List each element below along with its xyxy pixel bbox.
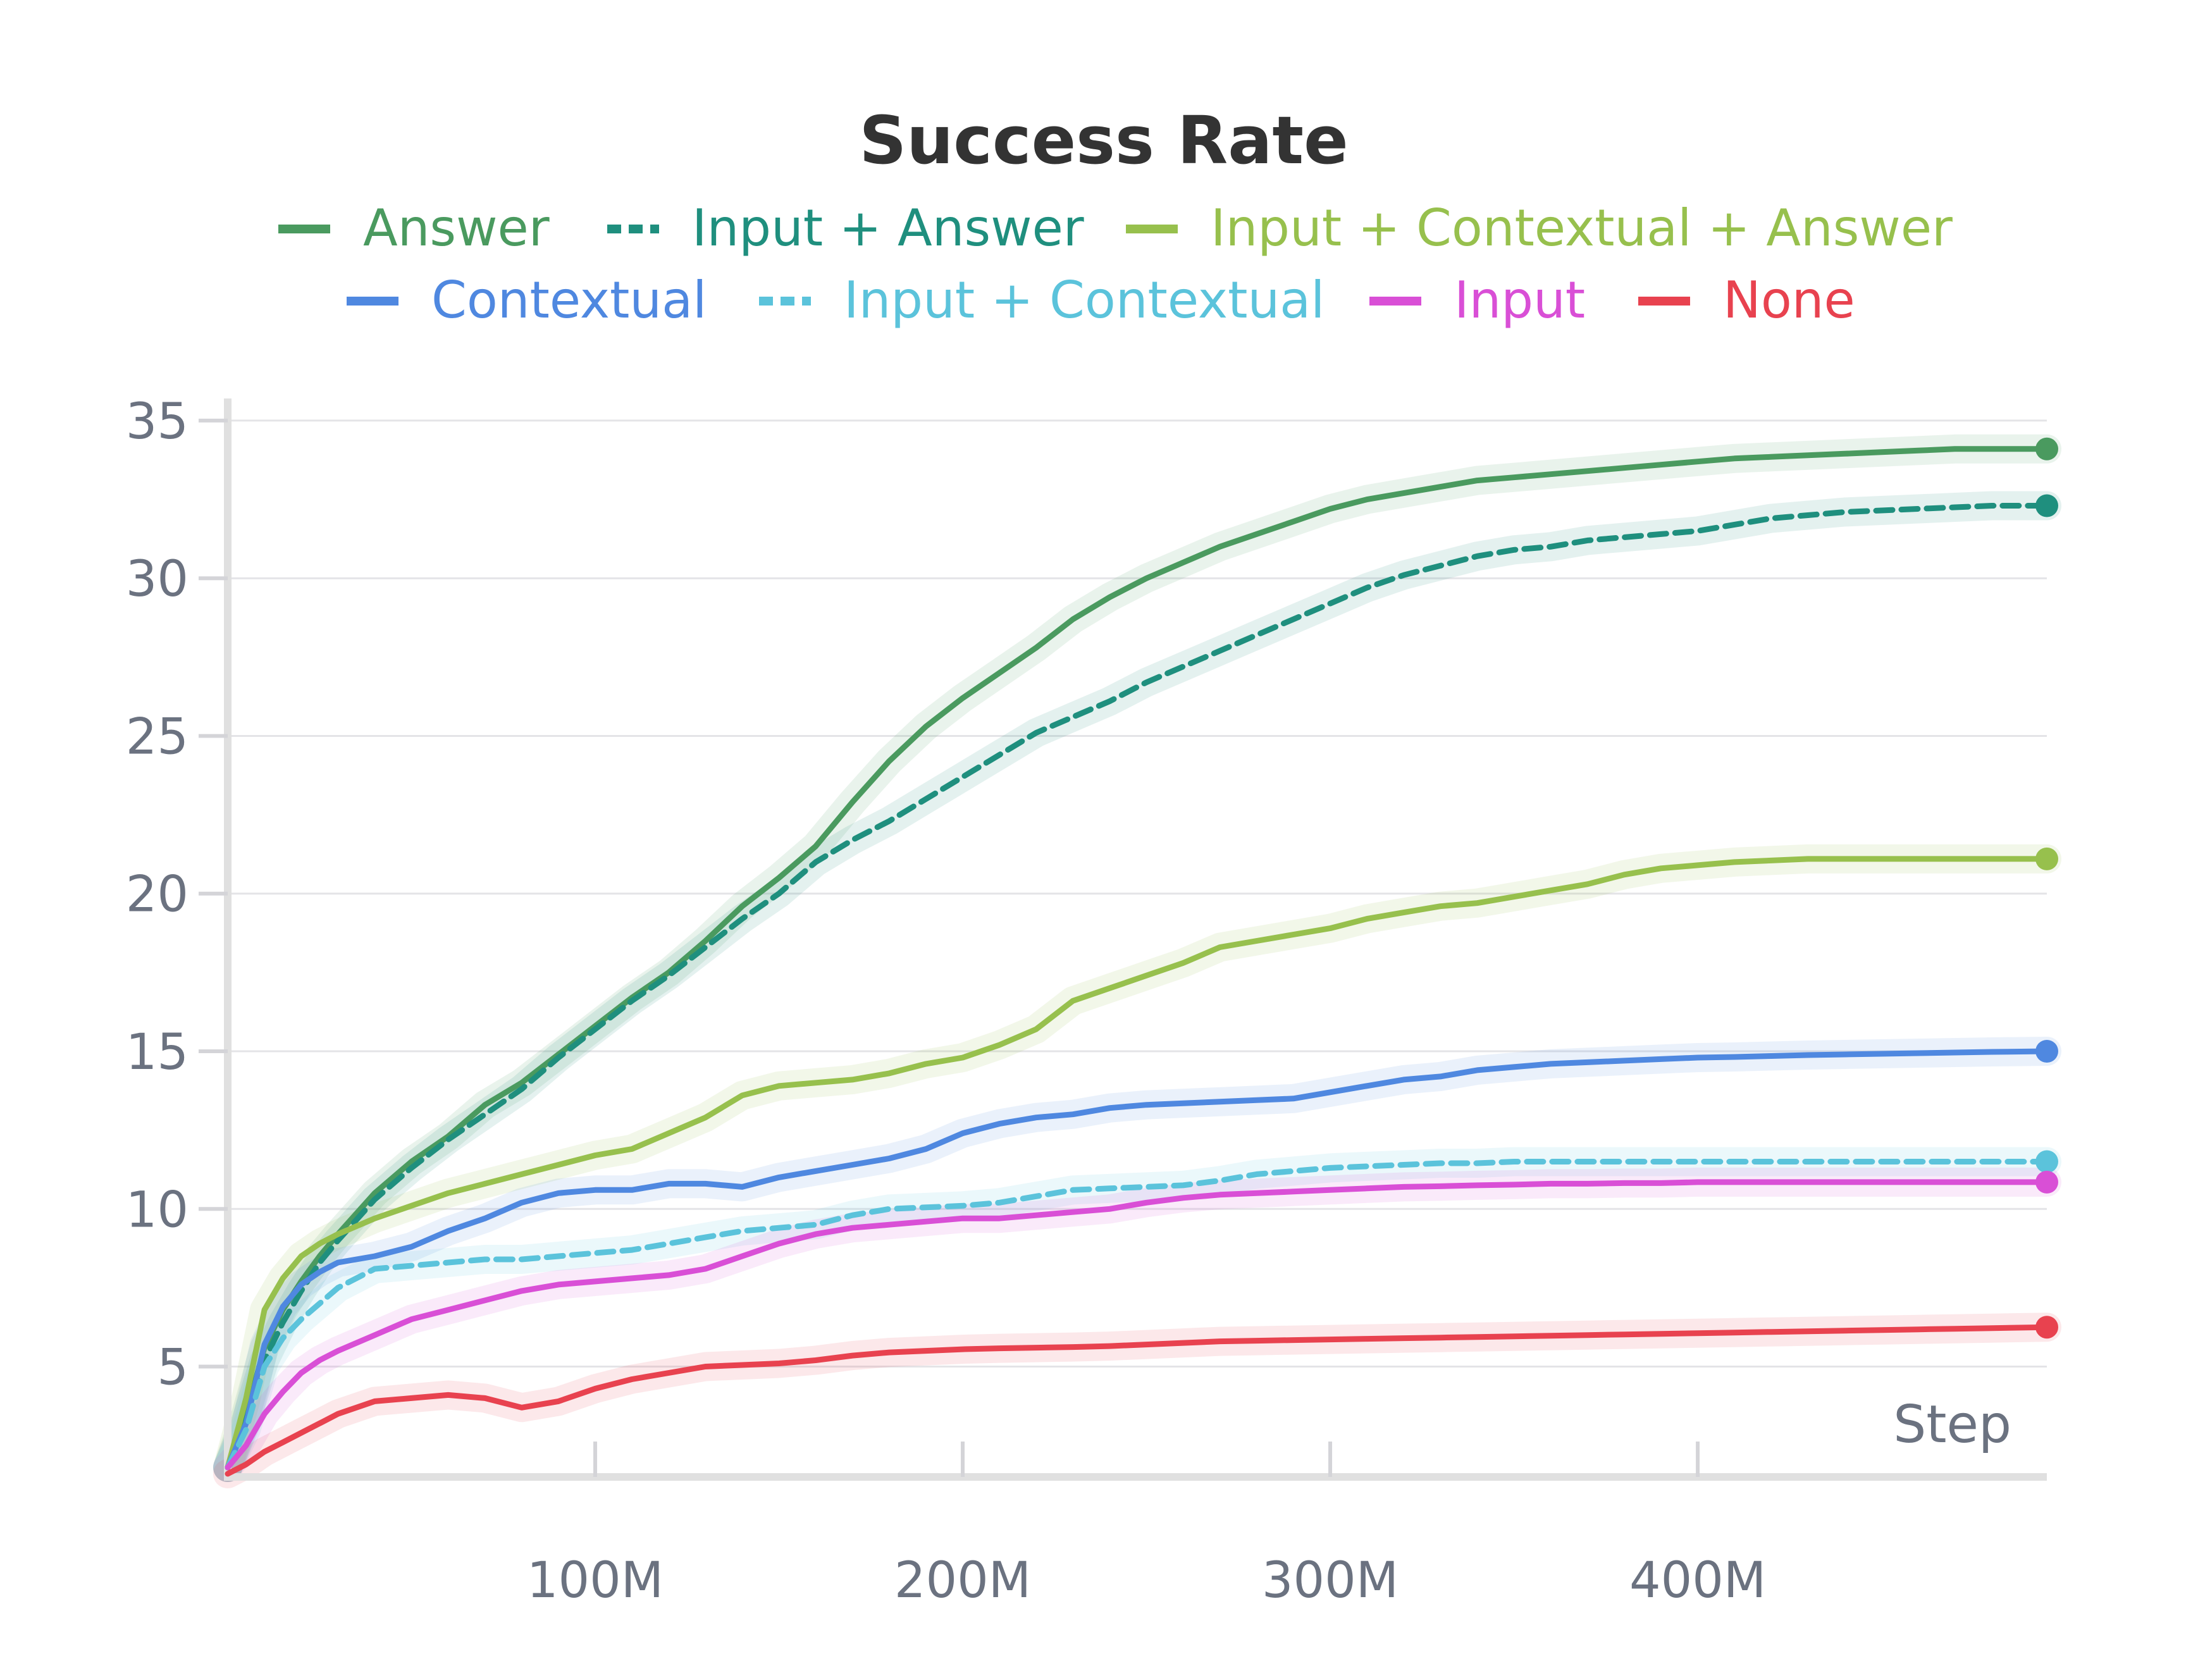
legend-item-contextual[interactable]: Contextual xyxy=(347,271,707,330)
x-tick-label-100m: 100M xyxy=(527,1552,664,1609)
band-answer xyxy=(213,434,2061,1482)
series-line-input-answer xyxy=(225,503,2050,1471)
x-tick-label-400m: 400M xyxy=(1629,1552,1766,1609)
y-tick-label-5: 5 xyxy=(157,1340,188,1397)
legend-label-input-contextual-answer: Input + Contextual + Answer xyxy=(1211,199,1953,257)
series-line-contextual xyxy=(225,1048,2050,1471)
endpoint-contextual xyxy=(2035,1039,2058,1063)
series-line-input-contextual xyxy=(225,1159,2050,1471)
legend-label-none: None xyxy=(1723,271,1855,330)
y-tick-label-35: 35 xyxy=(126,393,188,450)
y-tick-label-15: 15 xyxy=(126,1024,188,1081)
y-tick-label-30: 30 xyxy=(126,551,188,608)
chart-title: Success Rate xyxy=(859,102,1348,179)
confidence-bands xyxy=(213,434,2061,1488)
endpoint-none xyxy=(2035,1316,2058,1339)
legend-label-contextual: Contextual xyxy=(431,271,707,330)
series-line-input-contextual-answer xyxy=(225,856,2050,1471)
endpoint-input-contextual-answer xyxy=(2035,847,2058,870)
legend-item-answer[interactable]: Answer xyxy=(278,199,550,257)
legend-label-input-contextual: Input + Contextual xyxy=(844,271,1325,330)
y-tick-label-25: 25 xyxy=(126,708,188,765)
x-tick-label-300m: 300M xyxy=(1262,1552,1399,1609)
tick-labels: 5 10 15 20 25 30 35 100M 200M 300M 400M xyxy=(126,393,1766,1609)
legend-item-input[interactable]: Input xyxy=(1369,271,1585,330)
y-tick-label-20: 20 xyxy=(126,867,188,923)
legend-label-input-answer: Input + Answer xyxy=(692,199,1084,257)
x-axis-label: Step xyxy=(1893,1395,2011,1455)
grid xyxy=(228,419,2047,1368)
legend-item-input-contextual[interactable]: Input + Contextual xyxy=(759,271,1325,330)
x-tick-label-200m: 200M xyxy=(894,1552,1031,1609)
series-line-none xyxy=(225,1324,2050,1477)
legend-item-none[interactable]: None xyxy=(1638,271,1855,330)
series-line-input xyxy=(225,1179,2050,1471)
legend-label-answer: Answer xyxy=(363,199,550,257)
axes xyxy=(199,398,2047,1481)
legend: Answer Input + Answer Input + Contextual +… xyxy=(278,199,1953,330)
series-endpoints xyxy=(2035,437,2058,1339)
legend-item-input-answer[interactable]: Input + Answer xyxy=(607,199,1084,257)
endpoint-answer xyxy=(2035,437,2058,460)
series-lines xyxy=(225,446,2050,1477)
endpoint-input-answer xyxy=(2035,494,2058,517)
series-line-answer xyxy=(225,446,2050,1471)
endpoint-input xyxy=(2035,1170,2058,1194)
legend-item-input-contextual-answer[interactable]: Input + Contextual + Answer xyxy=(1126,199,1953,257)
endpoint-input-contextual xyxy=(2035,1150,2058,1173)
y-tick-label-10: 10 xyxy=(126,1182,188,1238)
legend-label-input: Input xyxy=(1454,271,1585,330)
